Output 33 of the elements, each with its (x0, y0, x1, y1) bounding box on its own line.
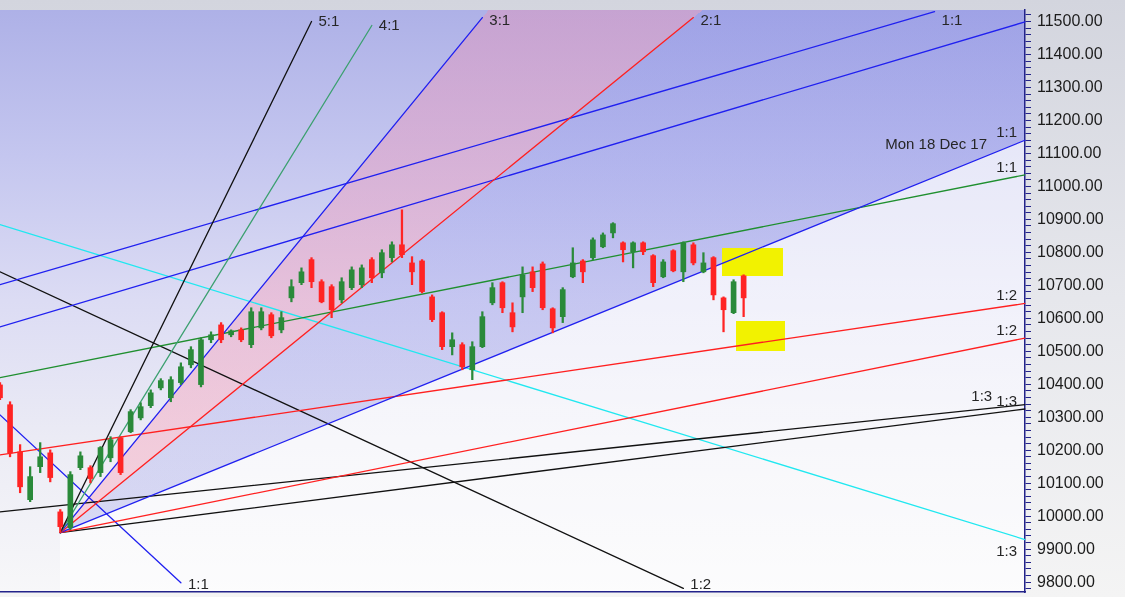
series-label: 1:2 (996, 286, 1018, 304)
y-tick-label: 9800.00 (1037, 572, 1095, 590)
series-label: 1:3 (996, 542, 1018, 560)
y-tick-label: 10700.00 (1037, 275, 1104, 293)
series-label: 1:3 (996, 391, 1018, 409)
y-tick-label: 11500.00 (1037, 11, 1103, 29)
y-tick-label: 10000.00 (1037, 506, 1104, 524)
y-tick-label: 10300.00 (1037, 407, 1104, 425)
y-tick-label: 10600.00 (1037, 308, 1104, 326)
series-label: 1:2 (996, 320, 1018, 338)
annotation: Mon 18 Dec 17 (885, 134, 988, 152)
series-label: 3:1 (489, 10, 511, 28)
series-label: 1:1 (996, 122, 1018, 140)
y-tick-label: 10400.00 (1037, 374, 1104, 392)
y-tick-label: 10900.00 (1037, 209, 1104, 227)
series-label: 5:1 (318, 12, 340, 30)
series-label: 1:1 (941, 10, 963, 28)
y-tick-label: 10100.00 (1037, 473, 1104, 491)
series-label: 2:1 (700, 10, 722, 28)
y-tick-label: 11000.00 (1037, 176, 1103, 194)
y-tick-label: 11400.00 (1037, 44, 1103, 62)
y-tick-label: 11300.00 (1037, 77, 1103, 95)
series-label: 1:2 (690, 574, 712, 592)
series-label: 1:3 (971, 387, 993, 405)
y-tick-label: 10200.00 (1037, 440, 1104, 458)
y-tick-label: 10800.00 (1037, 242, 1104, 260)
y-tick-label: 10500.00 (1037, 341, 1104, 359)
y-tick-label: 9900.00 (1037, 539, 1095, 557)
series-label: 4:1 (378, 16, 400, 34)
series-label: 1:1 (187, 574, 209, 592)
series-label: 1:1 (996, 157, 1018, 175)
y-tick-label: 11100.00 (1037, 143, 1102, 161)
y-tick-label: 11200.00 (1037, 110, 1103, 128)
